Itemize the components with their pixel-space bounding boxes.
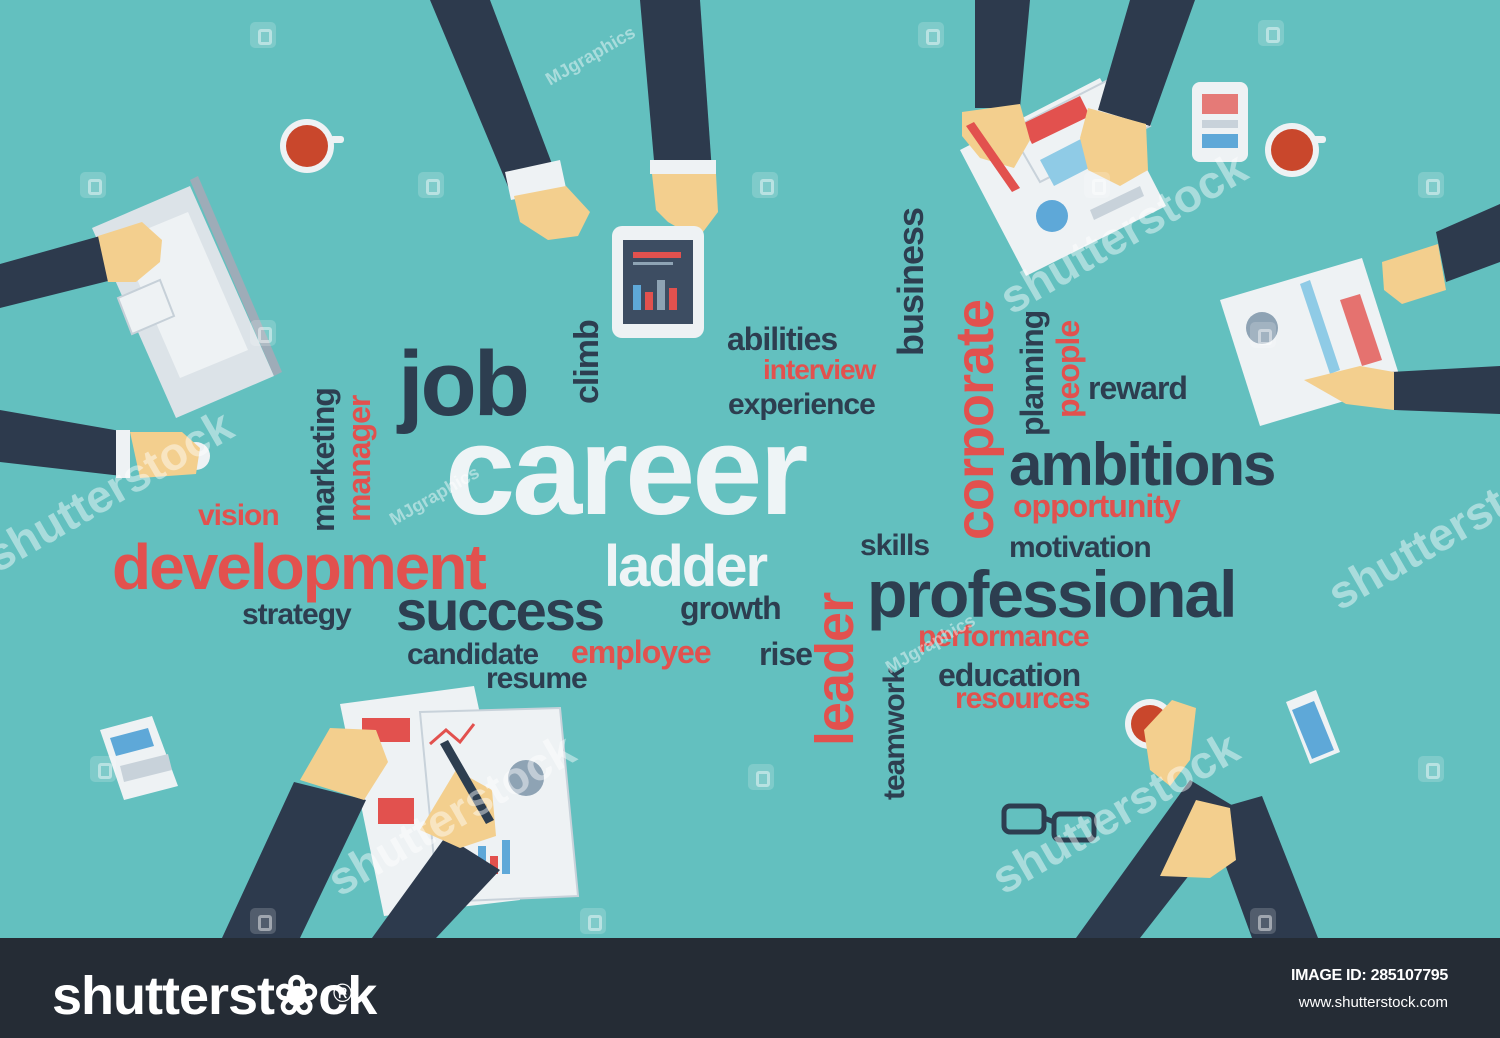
watermark-icon xyxy=(90,756,116,782)
watermark-icon xyxy=(1418,172,1444,198)
word-resources: resources xyxy=(955,682,1090,715)
word-climb: climb xyxy=(568,320,606,404)
watermark-icon xyxy=(250,908,276,934)
mouse-arm xyxy=(0,410,210,478)
word-performance: performance xyxy=(918,620,1090,653)
watermark-icon xyxy=(418,172,444,198)
coffee-cup-icon xyxy=(1265,123,1326,177)
watermark-icon xyxy=(1250,908,1276,934)
word-growth: growth xyxy=(680,590,782,626)
word-career: career xyxy=(445,400,808,541)
word-motivation: motivation xyxy=(1009,531,1152,564)
word-abilities: abilities xyxy=(727,321,838,357)
top-right-arms xyxy=(962,0,1195,192)
illustration-area: career job climb abilities interview exp… xyxy=(0,0,1500,938)
bottom-left-arms xyxy=(222,728,500,938)
watermark-icon xyxy=(918,22,944,48)
image-id-label: IMAGE ID: 285107795 xyxy=(1290,967,1448,984)
word-ambitions: ambitions xyxy=(1009,431,1276,498)
right-arms xyxy=(1304,204,1500,414)
phone-icon xyxy=(1286,690,1340,764)
word-people: people xyxy=(1050,320,1086,418)
watermark-icon xyxy=(748,764,774,790)
word-job: job xyxy=(398,333,530,435)
word-education: education xyxy=(938,657,1081,693)
watermark-icon xyxy=(250,320,276,346)
word-planning: planning xyxy=(1014,310,1050,436)
word-employee: employee xyxy=(571,634,712,670)
watermark-icon xyxy=(80,172,106,198)
registered-mark: ® xyxy=(333,978,353,1008)
word-business: business xyxy=(890,207,931,356)
watermark-icon xyxy=(250,22,276,48)
word-rise: rise xyxy=(759,636,813,672)
desk-illustration xyxy=(0,0,1500,938)
word-professional: professional xyxy=(867,557,1237,631)
word-experience: experience xyxy=(728,388,876,421)
site-url-link[interactable]: www.shutterstock.com xyxy=(1298,994,1448,1011)
word-reward: reward xyxy=(1088,370,1188,406)
word-candidate: candidate xyxy=(407,638,539,671)
coffee-cup-icon xyxy=(280,119,344,173)
top-right-arm xyxy=(640,0,718,248)
word-strategy: strategy xyxy=(242,598,352,631)
word-vision: vision xyxy=(198,499,280,532)
word-manager: manager xyxy=(341,395,377,522)
watermark-icon xyxy=(580,908,606,934)
watermark-icon xyxy=(1258,20,1284,46)
word-resume: resume xyxy=(486,662,588,695)
word-marketing: marketing xyxy=(305,388,341,532)
word-opportunity: opportunity xyxy=(1013,488,1181,524)
tablet-icon xyxy=(612,226,704,338)
watermark-icon xyxy=(1250,322,1276,348)
calculator-icon xyxy=(100,716,178,800)
laptop-icon xyxy=(92,176,282,418)
word-development: development xyxy=(112,531,487,603)
shutterstock-logo[interactable]: shutterst❀ck xyxy=(52,966,377,1026)
word-corporate: corporate xyxy=(945,299,1005,540)
word-interview: interview xyxy=(763,354,876,385)
bottom-right-arms xyxy=(1076,700,1318,938)
word-skills: skills xyxy=(860,529,930,562)
glasses-icon xyxy=(1001,803,1097,843)
top-left-arm xyxy=(430,0,590,240)
watermark-icon xyxy=(752,172,778,198)
typing-arm xyxy=(0,222,162,308)
word-ladder: ladder xyxy=(604,534,768,599)
watermark-icon xyxy=(1084,172,1110,198)
word-leader: leader xyxy=(805,592,865,746)
footer-bar xyxy=(0,938,1500,1038)
word-success: success xyxy=(396,579,605,642)
word-teamwork: teamwork xyxy=(878,667,911,800)
watermark-icon xyxy=(1418,756,1444,782)
smartphone-icon xyxy=(1192,82,1248,162)
